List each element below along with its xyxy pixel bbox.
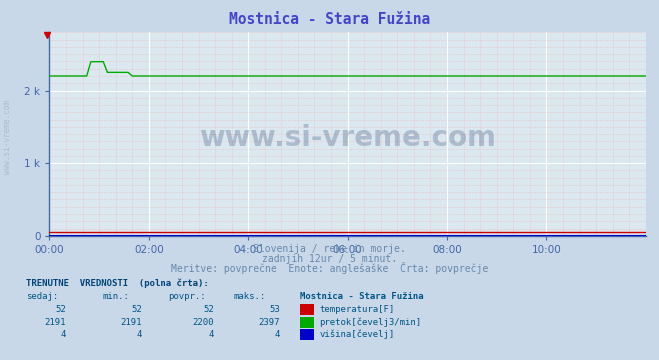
Text: višina[čevelj]: višina[čevelj] xyxy=(320,330,395,339)
Text: Meritve: povprečne  Enote: anglešaške  Črta: povprečje: Meritve: povprečne Enote: anglešaške Črt… xyxy=(171,262,488,274)
Text: www.si-vreme.com: www.si-vreme.com xyxy=(3,100,13,174)
Text: zadnjih 12ur / 5 minut.: zadnjih 12ur / 5 minut. xyxy=(262,254,397,264)
Text: www.si-vreme.com: www.si-vreme.com xyxy=(199,124,496,152)
Text: pretok[čevelj3/min]: pretok[čevelj3/min] xyxy=(320,317,422,327)
Text: 4: 4 xyxy=(209,330,214,339)
Text: 2200: 2200 xyxy=(192,318,214,327)
Text: 4: 4 xyxy=(275,330,280,339)
Text: Slovenija / reke in morje.: Slovenija / reke in morje. xyxy=(253,244,406,254)
Text: 2397: 2397 xyxy=(258,318,280,327)
Text: 4: 4 xyxy=(61,330,66,339)
Text: Mostnica - Stara Fužina: Mostnica - Stara Fužina xyxy=(300,292,424,301)
Text: sedaj:: sedaj: xyxy=(26,292,59,301)
Text: 2191: 2191 xyxy=(120,318,142,327)
Text: 52: 52 xyxy=(131,305,142,314)
Text: 52: 52 xyxy=(55,305,66,314)
Text: 2191: 2191 xyxy=(44,318,66,327)
Text: 52: 52 xyxy=(204,305,214,314)
Text: povpr.:: povpr.: xyxy=(168,292,206,301)
Text: TRENUTNE  VREDNOSTI  (polna črta):: TRENUTNE VREDNOSTI (polna črta): xyxy=(26,279,209,288)
Text: min.:: min.: xyxy=(102,292,129,301)
Text: 53: 53 xyxy=(270,305,280,314)
Text: Mostnica - Stara Fužina: Mostnica - Stara Fužina xyxy=(229,12,430,27)
Text: 4: 4 xyxy=(136,330,142,339)
Text: temperatura[F]: temperatura[F] xyxy=(320,305,395,314)
Text: maks.:: maks.: xyxy=(234,292,266,301)
